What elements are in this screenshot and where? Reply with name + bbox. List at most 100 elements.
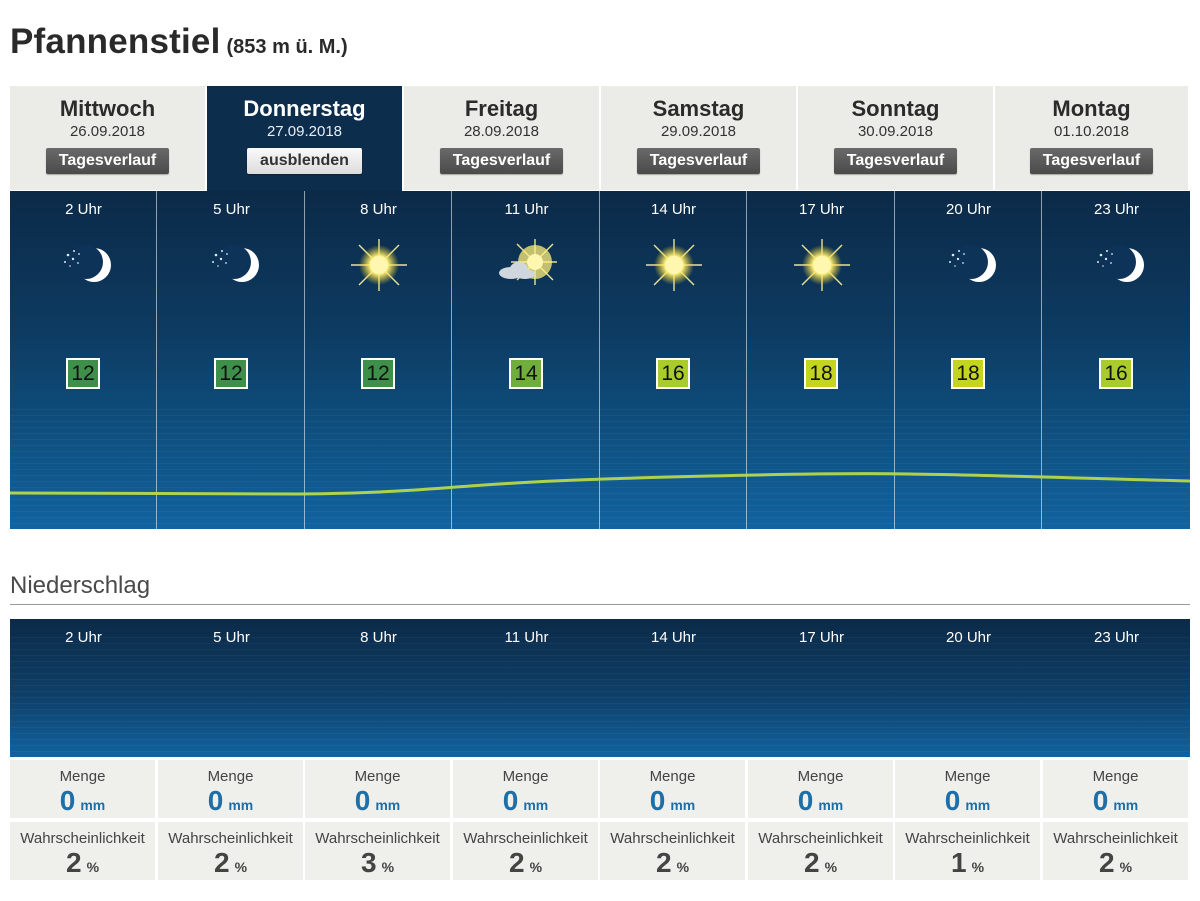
- day-detail-button[interactable]: Tagesverlauf: [636, 148, 761, 174]
- probability-label: Wahrscheinlichkeit: [168, 830, 293, 847]
- precip-hour-column: 5 Uhr: [158, 619, 305, 757]
- hourly-forecast-panel: 23 Uhr 16 20 Uhr 18 17 Uhr 18 14 Uhr 16 11 Uhr 14…: [10, 191, 1190, 529]
- moon-stars-icon: [202, 235, 262, 295]
- hour-column: 2 Uhr 12: [10, 191, 157, 529]
- amount-label: Menge: [59, 768, 106, 785]
- hour-label: 14 Uhr: [650, 629, 697, 646]
- amount-label: Menge: [354, 768, 401, 785]
- temperature-badge: 12: [214, 358, 248, 389]
- amount-unit: mm: [965, 797, 991, 813]
- hour-label: 20 Uhr: [945, 629, 992, 646]
- day-tab-montag[interactable]: Montag 01.10.2018 Tagesverlauf: [995, 86, 1190, 190]
- day-tab-sonntag[interactable]: Sonntag 30.09.2018 Tagesverlauf: [798, 86, 995, 190]
- amount-value: 0: [354, 785, 371, 816]
- hour-label: 5 Uhr: [213, 201, 250, 218]
- precip-hour-column: 20 Uhr: [895, 619, 1042, 757]
- probability-label: Wahrscheinlichkeit: [20, 830, 145, 847]
- precipitation-panel: 2 Uhr 5 Uhr 8 Uhr 11 Uhr 14 Uhr 17 Uhr 20 Uhr 2…: [10, 619, 1190, 757]
- hour-column: 23 Uhr 16: [1043, 191, 1190, 529]
- sun-icon: [792, 235, 852, 295]
- amount-value: 0: [207, 785, 224, 816]
- precip-hour-column: 11 Uhr: [453, 619, 600, 757]
- page-title: Pfannenstiel (853 m ü. M.): [10, 22, 348, 62]
- hour-label: 14 Uhr: [650, 201, 697, 218]
- precip-amount-cell: Menge 0 mm: [158, 760, 303, 818]
- day-date: 01.10.2018: [1053, 123, 1130, 140]
- sun-cloud-icon: [497, 235, 557, 295]
- moon-stars-icon: [1087, 235, 1147, 295]
- temperature-badge: 18: [804, 358, 838, 389]
- day-detail-button[interactable]: Tagesverlauf: [1029, 148, 1154, 174]
- day-detail-button[interactable]: Tagesverlauf: [439, 148, 564, 174]
- temperature-badge: 14: [509, 358, 543, 389]
- probability-value: 2: [1098, 847, 1115, 878]
- probability-label: Wahrscheinlichkeit: [610, 830, 735, 847]
- moon-stars-icon: [939, 235, 999, 295]
- precipitation-stats: Menge 0 mm Wahrscheinlichkeit 2% Menge 0 mm Wahr…: [10, 760, 1190, 882]
- sun-icon: [644, 235, 704, 295]
- day-tab-freitag[interactable]: Freitag 28.09.2018 Tagesverlauf: [404, 86, 601, 190]
- sun-icon: [349, 235, 409, 295]
- precip-probability-cell: Wahrscheinlichkeit 2%: [158, 822, 303, 880]
- day-name: Donnerstag: [243, 96, 366, 121]
- precip-hour-column: 14 Uhr: [600, 619, 747, 757]
- column-divider: [894, 191, 895, 529]
- probability-label: Wahrscheinlichkeit: [905, 830, 1030, 847]
- day-date: 26.09.2018: [69, 123, 146, 140]
- probability-value: 2: [508, 847, 525, 878]
- day-date: 28.09.2018: [463, 123, 540, 140]
- hour-column: 17 Uhr 18: [748, 191, 895, 529]
- probability-unit: %: [1119, 859, 1133, 875]
- hour-column: 14 Uhr 16: [600, 191, 747, 529]
- hide-button[interactable]: ausblenden: [247, 148, 362, 174]
- temperature-badge: 12: [361, 358, 395, 389]
- precip-probability-cell: Wahrscheinlichkeit 1%: [895, 822, 1040, 880]
- hour-column: 5 Uhr 12: [158, 191, 305, 529]
- hour-label: 23 Uhr: [1093, 201, 1140, 218]
- column-divider: [1041, 191, 1042, 529]
- day-detail-button[interactable]: Tagesverlauf: [833, 148, 958, 174]
- hour-label: 17 Uhr: [798, 629, 845, 646]
- hour-label: 5 Uhr: [213, 629, 250, 646]
- temperature-curve: [10, 472, 1190, 496]
- probability-label: Wahrscheinlichkeit: [1053, 830, 1178, 847]
- precip-amount-cell: Menge 0 mm: [895, 760, 1040, 818]
- amount-label: Menge: [1092, 768, 1139, 785]
- precip-hour-column: 8 Uhr: [305, 619, 452, 757]
- probability-value: 3: [360, 847, 377, 878]
- column-divider: [451, 191, 452, 529]
- amount-label: Menge: [207, 768, 254, 785]
- precip-hour-column: 23 Uhr: [1043, 619, 1190, 757]
- amount-unit: mm: [1113, 797, 1139, 813]
- amount-value: 0: [59, 785, 76, 816]
- day-date: 29.09.2018: [660, 123, 737, 140]
- precip-probability-cell: Wahrscheinlichkeit 2%: [748, 822, 893, 880]
- day-date: 30.09.2018: [857, 123, 934, 140]
- probability-unit: %: [234, 859, 248, 875]
- moon-stars-icon: [54, 235, 114, 295]
- location-name: Pfannenstiel: [10, 22, 221, 61]
- precip-probability-cell: Wahrscheinlichkeit 3%: [305, 822, 450, 880]
- day-tab-samstag[interactable]: Samstag 29.09.2018 Tagesverlauf: [601, 86, 798, 190]
- amount-unit: mm: [80, 797, 106, 813]
- column-divider: [599, 191, 600, 529]
- hour-label: 2 Uhr: [65, 629, 102, 646]
- probability-unit: %: [971, 859, 985, 875]
- probability-value: 2: [803, 847, 820, 878]
- amount-unit: mm: [228, 797, 254, 813]
- hour-label: 11 Uhr: [504, 201, 549, 218]
- amount-label: Menge: [649, 768, 696, 785]
- amount-value: 0: [1092, 785, 1109, 816]
- day-tab-donnerstag[interactable]: Donnerstag 27.09.2018 ausblenden: [207, 86, 404, 192]
- day-name: Freitag: [464, 96, 539, 121]
- day-name: Mittwoch: [59, 96, 156, 121]
- day-tab-mittwoch[interactable]: Mittwoch 26.09.2018 Tagesverlauf: [10, 86, 207, 190]
- precip-amount-cell: Menge 0 mm: [453, 760, 598, 818]
- temperature-badge: 16: [656, 358, 690, 389]
- amount-value: 0: [797, 785, 814, 816]
- temperature-badge: 12: [66, 358, 100, 389]
- day-name: Samstag: [652, 96, 745, 121]
- hour-label: 8 Uhr: [360, 629, 397, 646]
- location-altitude: (853 m ü. M.): [226, 36, 348, 58]
- day-detail-button[interactable]: Tagesverlauf: [45, 148, 170, 174]
